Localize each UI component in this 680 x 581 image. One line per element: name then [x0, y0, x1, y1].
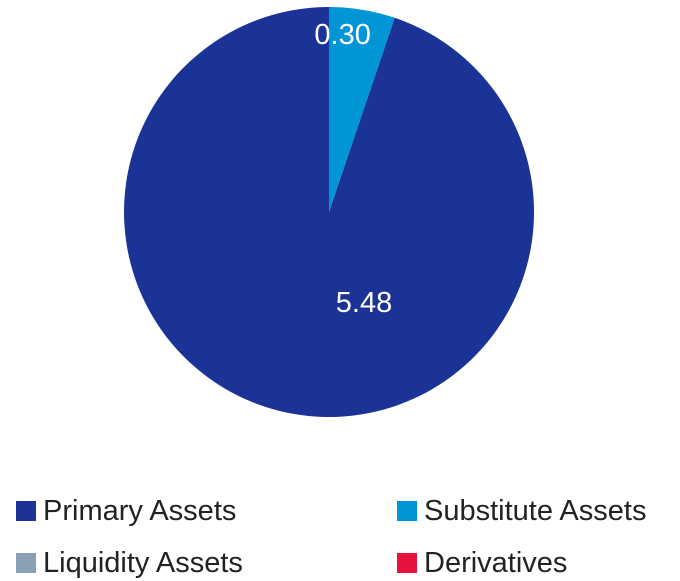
data-label-substitute-assets: 0.30 — [314, 19, 370, 51]
legend-item-primary-assets[interactable]: Primary Assets — [16, 493, 397, 529]
legend-swatch-substitute-assets — [397, 501, 417, 521]
pie-chart: 5.48 0.30 — [124, 6, 535, 417]
legend-label-derivatives: Derivatives — [424, 547, 568, 579]
legend-label-substitute-assets: Substitute Assets — [424, 495, 647, 527]
legend-swatch-liquidity-assets — [16, 553, 36, 573]
pie-slice-primary-assets[interactable] — [124, 7, 535, 417]
legend-item-substitute-assets[interactable]: Substitute Assets — [397, 493, 677, 529]
legend-swatch-primary-assets — [16, 501, 36, 521]
legend-item-derivatives[interactable]: Derivatives — [397, 545, 677, 581]
legend-swatch-derivatives — [397, 553, 417, 573]
pie-slice-substitute-assets[interactable] — [329, 6, 395, 212]
legend-label-primary-assets: Primary Assets — [43, 495, 237, 527]
data-label-primary-assets: 5.48 — [336, 287, 392, 319]
legend-label-liquidity-assets: Liquidity Assets — [43, 547, 243, 579]
legend-item-liquidity-assets[interactable]: Liquidity Assets — [16, 545, 397, 581]
chart-legend: Primary Assets Substitute Assets Liquidi… — [16, 493, 680, 581]
